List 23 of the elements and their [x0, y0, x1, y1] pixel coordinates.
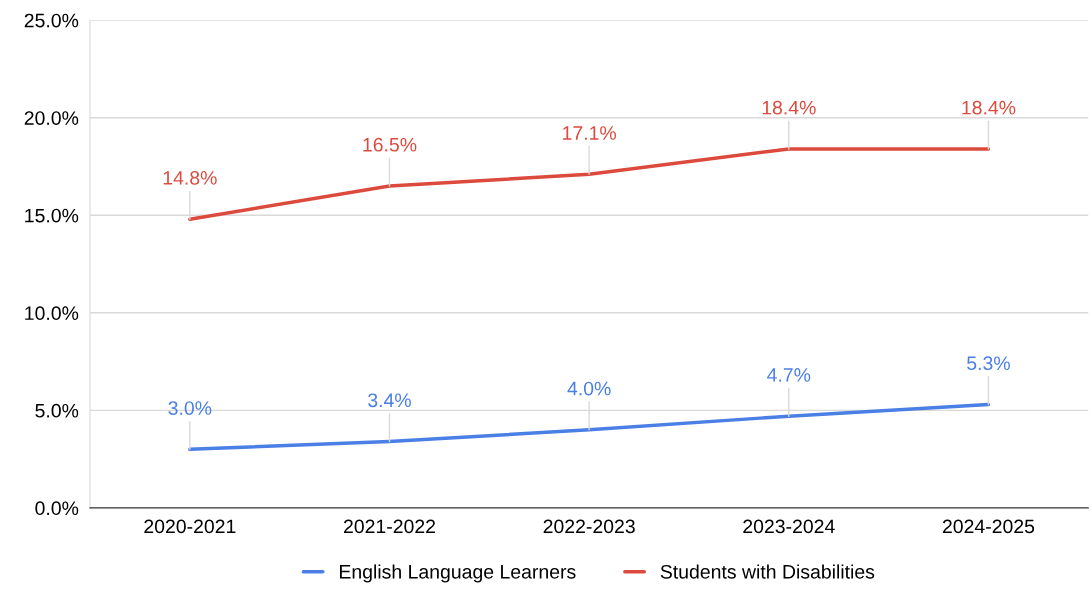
y-tick-label: 15.0% — [25, 208, 79, 223]
data-label: 5.3% — [967, 356, 1010, 371]
y-tick-label: 20.0% — [24, 111, 79, 125]
x-tick-label: 2024-2025 — [942, 519, 1035, 534]
data-label: 4.7% — [767, 368, 811, 382]
data-label: 17.1% — [563, 126, 617, 140]
data-label: 16.5% — [363, 137, 417, 152]
y-tick-label: 25.0% — [24, 13, 79, 28]
data-label: 3.4% — [368, 393, 411, 408]
y-tick-label: 10.0% — [25, 306, 79, 321]
y-tick-label: 5.0% — [35, 403, 79, 418]
legend-label: English Language Learners — [339, 564, 576, 583]
data-label: 18.4% — [962, 100, 1016, 115]
x-tick-label: 2023-2024 — [743, 519, 835, 534]
data-label: 14.8% — [163, 171, 217, 185]
data-label: 3.0% — [168, 401, 212, 415]
x-tick-label: 2021-2022 — [343, 519, 436, 534]
x-tick-label: 2022-2023 — [543, 519, 635, 534]
x-tick-label: 2020-2021 — [144, 519, 236, 534]
legend-label: Students with Disabilities — [660, 564, 875, 579]
data-label: 4.0% — [567, 381, 611, 396]
y-tick-label: 0.0% — [35, 501, 79, 516]
data-label: 18.4% — [762, 100, 816, 115]
